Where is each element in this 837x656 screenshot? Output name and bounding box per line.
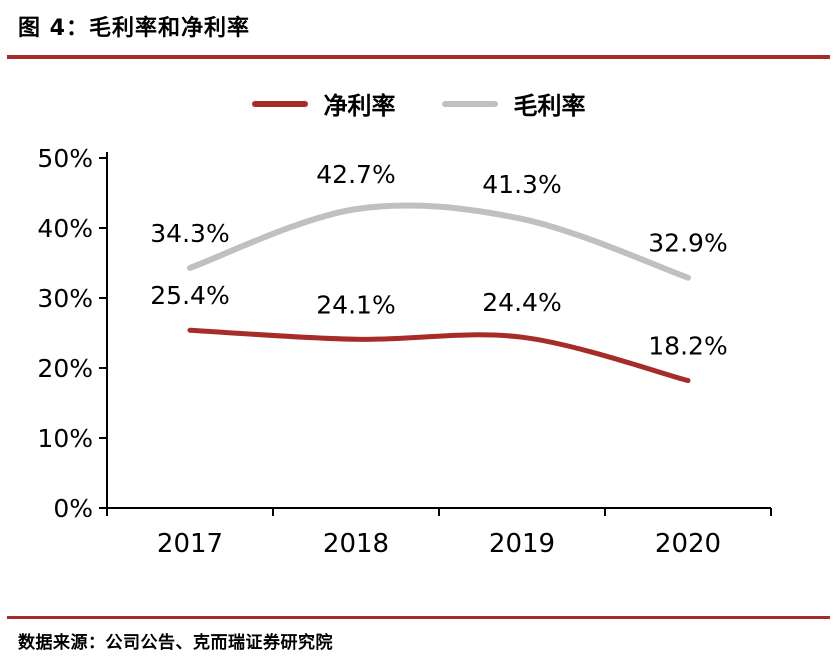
title-divider <box>7 55 830 59</box>
line-chart: 0% 10% 20% 30% 40% 50% 2017 2018 2019 2020 25.4% 24… <box>37 144 772 559</box>
y-tick-label: 10% <box>37 424 93 453</box>
chart-legend: 净利率 毛利率 <box>0 86 837 121</box>
x-axis-label: 2019 <box>489 529 555 559</box>
data-label-series-1: 41.3% <box>482 170 561 199</box>
data-label-series-0: 24.1% <box>316 290 395 319</box>
net-margin-line-swatch <box>251 100 308 107</box>
series-line-1 <box>187 202 691 281</box>
y-tick-label: 50% <box>37 144 93 173</box>
data-label-series-0: 24.4% <box>482 288 561 317</box>
figure-title: 图 4：毛利率和净利率 <box>18 16 250 41</box>
data-label-series-1: 42.7% <box>316 160 395 189</box>
legend-item-net-margin: 净利率 <box>251 86 396 121</box>
x-axis-label: 2018 <box>323 529 389 559</box>
legend-label-gross-margin: 毛利率 <box>513 92 586 120</box>
y-tick-label: 20% <box>37 354 93 383</box>
data-label-series-1: 34.3% <box>150 219 229 248</box>
data-source-note: 数据来源：公司公告、克而瑞证券研究院 <box>18 633 333 653</box>
y-tick-label: 30% <box>37 284 93 313</box>
x-axis-label: 2020 <box>655 529 721 559</box>
footer-divider <box>7 616 830 619</box>
data-label-series-0: 18.2% <box>648 332 727 361</box>
legend-item-gross-margin: 毛利率 <box>441 86 586 121</box>
y-tick-label: 0% <box>53 494 93 523</box>
gross-margin-line-swatch <box>441 100 498 107</box>
series-line-0 <box>187 327 691 384</box>
legend-label-net-margin: 净利率 <box>323 92 396 120</box>
y-tick-label: 40% <box>37 214 93 243</box>
data-label-series-1: 32.9% <box>648 229 727 258</box>
x-axis-label: 2017 <box>157 529 223 559</box>
data-label-series-0: 25.4% <box>150 281 229 310</box>
